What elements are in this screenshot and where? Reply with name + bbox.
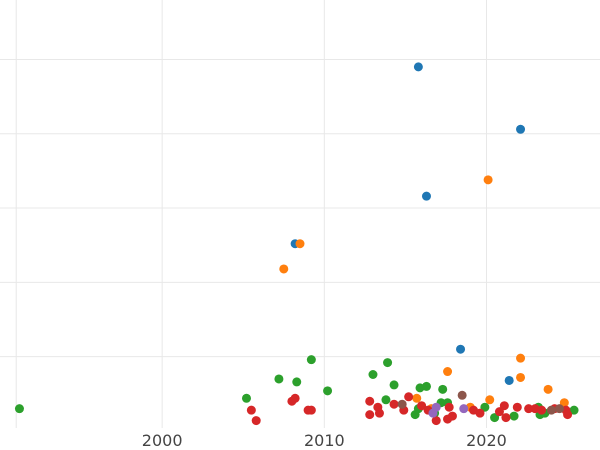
data-point	[374, 408, 384, 418]
data-point	[323, 386, 333, 396]
data-point	[421, 191, 431, 201]
data-point	[447, 411, 457, 421]
data-point	[444, 402, 454, 412]
data-point	[480, 402, 490, 412]
data-point	[417, 401, 427, 411]
data-point	[485, 395, 495, 405]
data-point	[459, 404, 469, 414]
data-point	[279, 264, 289, 274]
data-point	[524, 404, 534, 414]
data-point	[443, 367, 453, 377]
data-point	[251, 416, 261, 426]
data-point	[456, 344, 466, 354]
data-point	[546, 405, 556, 415]
data-point	[389, 380, 399, 390]
data-point	[512, 402, 522, 412]
data-point	[397, 399, 407, 409]
data-point	[412, 393, 422, 403]
data-point	[431, 402, 441, 412]
data-point	[290, 393, 300, 403]
x-tick-label: 2020	[466, 431, 507, 450]
data-point	[499, 401, 509, 411]
data-point	[365, 396, 375, 406]
data-point	[504, 375, 514, 385]
data-point	[241, 393, 251, 403]
data-point	[14, 404, 24, 414]
data-points	[14, 62, 579, 426]
data-point	[516, 372, 526, 382]
data-point	[295, 239, 305, 249]
data-point	[543, 384, 553, 394]
x-axis-ticks: 2000 2010 2020	[142, 431, 507, 450]
data-point	[389, 399, 399, 409]
x-tick-label: 2000	[142, 431, 183, 450]
data-point	[516, 353, 526, 363]
data-point	[306, 405, 316, 415]
data-point	[274, 374, 284, 384]
data-point	[306, 355, 316, 365]
data-point	[563, 410, 573, 420]
data-point	[246, 405, 256, 415]
data-point	[292, 377, 302, 387]
data-point	[381, 395, 391, 405]
data-point	[404, 392, 414, 402]
data-point	[415, 383, 425, 393]
data-point	[413, 62, 423, 72]
data-point	[431, 416, 441, 426]
data-point	[516, 124, 526, 134]
data-point	[438, 384, 448, 394]
data-point	[475, 408, 485, 418]
data-point	[483, 175, 493, 185]
data-point	[537, 405, 547, 415]
data-point	[457, 390, 467, 400]
data-point	[501, 413, 511, 423]
data-point	[490, 413, 500, 423]
data-point	[383, 358, 393, 368]
data-point	[494, 407, 504, 417]
data-point	[559, 398, 569, 408]
gridlines	[0, 0, 600, 428]
data-point	[554, 404, 564, 414]
data-point	[368, 370, 378, 379]
data-point	[569, 405, 579, 415]
data-point	[509, 411, 519, 421]
x-tick-label: 2010	[304, 431, 345, 450]
data-point	[365, 410, 375, 420]
